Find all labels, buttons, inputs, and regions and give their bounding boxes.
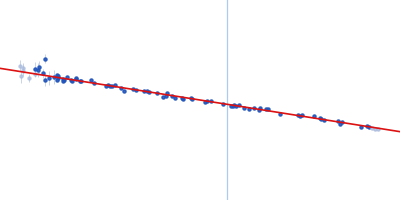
Point (39, 72, 46, 75)
Point (64, 76, 70, 79)
Point (204, 100, 210, 103)
Point (105, 83, 111, 86)
Point (277, 112, 284, 115)
Point (54, 74, 60, 77)
Point (144, 89, 150, 93)
Point (46, 76, 52, 80)
Point (68, 78, 74, 82)
Point (36, 65, 42, 69)
Point (77, 79, 84, 82)
Point (112, 83, 118, 87)
Point (368, 126, 375, 129)
Point (263, 107, 269, 110)
Point (60, 80, 66, 83)
Point (120, 90, 127, 93)
Point (180, 97, 186, 100)
Point (26, 77, 32, 80)
Point (54, 79, 60, 82)
Point (179, 97, 185, 100)
Point (241, 107, 247, 110)
Point (256, 109, 262, 112)
Point (335, 119, 341, 123)
Point (107, 85, 114, 88)
Point (73, 76, 80, 80)
Point (163, 94, 169, 97)
Point (246, 107, 252, 110)
Point (317, 116, 323, 120)
Point (250, 106, 257, 109)
Point (202, 100, 208, 103)
Point (20, 66, 27, 69)
Point (18, 75, 24, 78)
Point (51, 75, 58, 79)
Point (338, 120, 345, 123)
Point (164, 91, 170, 95)
Point (188, 98, 195, 101)
Point (169, 94, 176, 97)
Point (60, 78, 66, 81)
Point (233, 104, 240, 107)
Point (60, 78, 67, 82)
Point (236, 104, 242, 107)
Point (154, 91, 160, 94)
Point (208, 99, 214, 103)
Point (73, 78, 79, 81)
Point (228, 104, 234, 107)
Point (91, 81, 97, 84)
Point (188, 97, 194, 100)
Point (265, 107, 272, 111)
Point (35, 69, 42, 72)
Point (311, 114, 318, 118)
Point (358, 125, 364, 128)
Point (109, 85, 115, 88)
Point (220, 102, 226, 106)
Point (230, 104, 236, 107)
Point (20, 69, 27, 72)
Point (375, 127, 382, 130)
Point (318, 118, 324, 121)
Point (42, 79, 48, 82)
Point (54, 74, 61, 77)
Point (78, 79, 85, 82)
Point (55, 76, 62, 79)
Point (145, 90, 152, 94)
Point (88, 78, 95, 82)
Point (321, 118, 327, 122)
Point (32, 67, 39, 71)
Point (69, 79, 76, 82)
Point (257, 106, 263, 109)
Point (364, 124, 370, 127)
Point (16, 64, 23, 67)
Point (118, 86, 124, 89)
Point (140, 90, 147, 93)
Point (297, 115, 303, 118)
Point (42, 57, 48, 60)
Point (299, 113, 306, 117)
Point (130, 87, 136, 91)
Point (231, 103, 238, 107)
Point (103, 84, 109, 87)
Point (172, 97, 178, 100)
Point (133, 89, 140, 92)
Point (336, 122, 343, 125)
Point (160, 95, 166, 98)
Point (295, 114, 301, 117)
Point (366, 125, 372, 129)
Point (372, 127, 378, 130)
Point (32, 73, 38, 76)
